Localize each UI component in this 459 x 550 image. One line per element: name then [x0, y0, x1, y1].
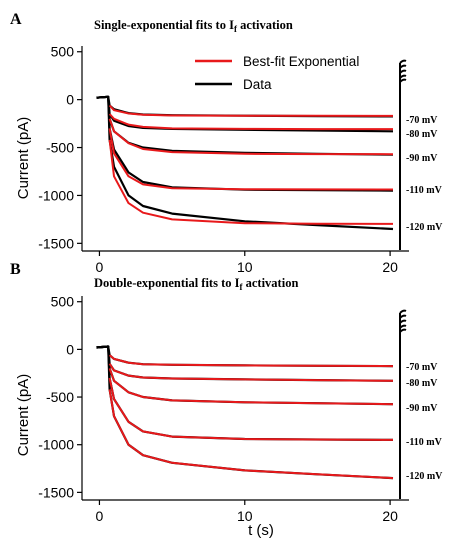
trace-label: -70 mV: [406, 362, 438, 373]
fit-curve: [108, 377, 394, 441]
y-tick-label: 500: [51, 44, 75, 60]
panel-title-sub: f: [240, 282, 244, 292]
trace-labels: -70 mV -80 mV -90 mV -110 mV -120 mV: [406, 362, 443, 482]
panel-title-sub: f: [234, 24, 238, 34]
y-tick-label: 0: [66, 92, 74, 108]
panel-letter: A: [10, 11, 22, 28]
trace-label: -80 mV: [406, 378, 438, 389]
plot-area: [96, 345, 394, 480]
panel-a: A Single-exponential fits to If activati…: [10, 11, 443, 275]
data-trace: [96, 95, 394, 192]
fit-curve: [108, 389, 394, 480]
fit-curve: [108, 128, 394, 191]
plot-area: [96, 95, 394, 231]
fit-curve: [108, 139, 394, 225]
data-trace: [96, 345, 394, 441]
trace-label: -90 mV: [406, 153, 438, 164]
panel-title-main: Single-exponential fits to I: [94, 18, 234, 32]
y-tick-label: -1000: [38, 437, 74, 453]
fit-curve: [108, 363, 394, 382]
panel-title: Single-exponential fits to If activation: [94, 18, 293, 34]
trace-labels: -70 mV -80 mV -90 mV -110 mV -120 mV: [406, 115, 443, 233]
x-ticks: 0 10 20: [96, 251, 398, 275]
trace-label: -110 mV: [406, 185, 443, 196]
legend-fit-label: Best-fit Exponential: [243, 54, 359, 69]
fit-curve: [108, 118, 394, 156]
panel-b: B Double-exponential fits to If activati…: [10, 261, 443, 539]
data-trace: [96, 95, 394, 118]
x-tick-label: 10: [237, 508, 253, 524]
y-tick-label: -1500: [38, 235, 74, 251]
y-ticks: 500 0 -500 -1000 -1500: [38, 294, 82, 500]
fit-curve: [108, 104, 394, 117]
fit-curve: [108, 113, 393, 131]
y-tick-label: 500: [51, 294, 75, 310]
y-tick-label: -500: [46, 389, 74, 405]
tail-artifact: [399, 309, 407, 499]
y-tick-label: -1000: [38, 187, 74, 203]
x-tick-label: 0: [96, 508, 104, 524]
y-axis-label: Current (pA): [15, 117, 32, 200]
trace-label: -80 mV: [406, 129, 438, 140]
y-tick-label: -1500: [38, 484, 74, 500]
trace-label: -120 mV: [406, 222, 443, 233]
panel-title-main: Double-exponential fits to I: [94, 276, 240, 290]
trace-label: -70 mV: [406, 115, 438, 126]
trace-label: -120 mV: [406, 471, 443, 482]
tail-artifact: [399, 59, 407, 250]
panel-letter: B: [10, 261, 21, 278]
panel-title-end: activation: [243, 276, 299, 290]
y-axis-label: Current (pA): [15, 374, 32, 457]
trace-label: -110 mV: [406, 437, 443, 448]
y-ticks: 500 0 -500 -1000 -1500: [38, 44, 82, 251]
x-tick-label: 10: [237, 259, 253, 275]
x-tick-label: 20: [382, 508, 398, 524]
fit-curve: [108, 368, 394, 406]
legend: Best-fit Exponential Data: [195, 54, 359, 92]
y-tick-label: 0: [66, 341, 74, 357]
y-tick-label: -500: [46, 140, 74, 156]
panel-title-end: activation: [237, 18, 293, 32]
trace-label: -90 mV: [406, 403, 438, 414]
x-ticks: 0 10 20: [96, 500, 398, 524]
x-tick-label: 20: [382, 259, 398, 275]
x-axis-label: t (s): [248, 522, 274, 539]
panel-title: Double-exponential fits to If activation: [94, 276, 298, 292]
fit-curve: [108, 354, 394, 368]
x-tick-label: 0: [96, 259, 104, 275]
legend-data-label: Data: [243, 77, 272, 92]
